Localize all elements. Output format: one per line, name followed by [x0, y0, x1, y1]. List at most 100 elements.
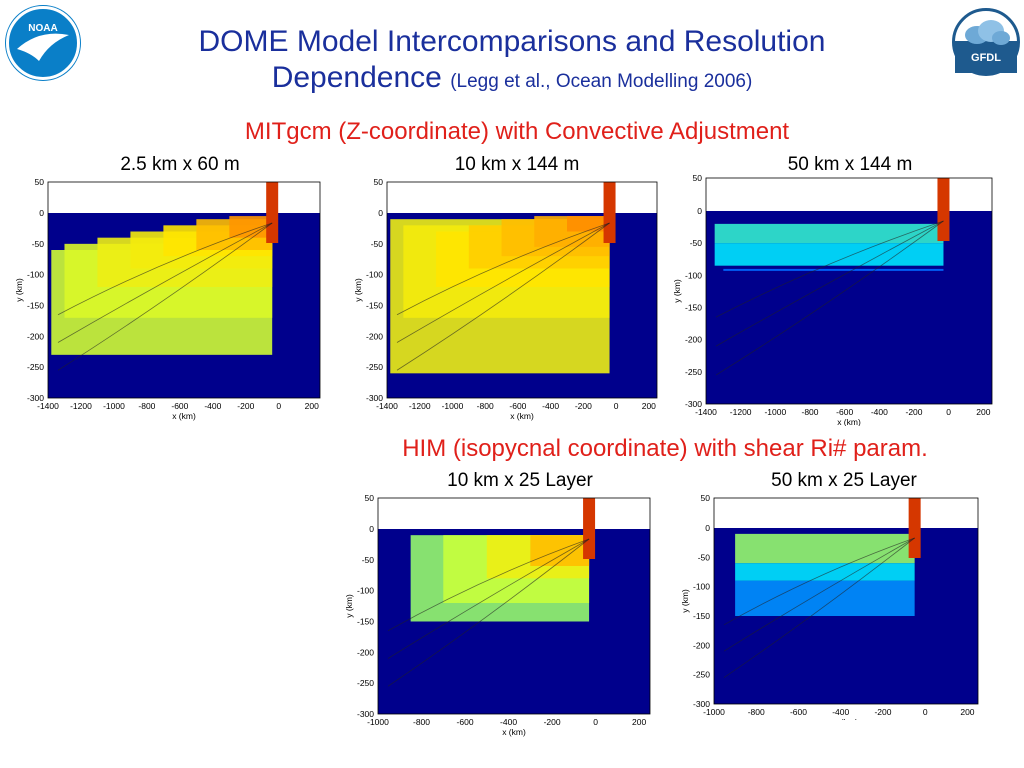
- x-tick-label: -800: [748, 707, 765, 717]
- x-tick-label: -600: [171, 401, 188, 411]
- x-tick-label: -400: [204, 401, 221, 411]
- axes-frame: [713, 497, 979, 705]
- slide-title: DOME Model Intercomparisons and Resoluti…: [120, 24, 904, 100]
- plot-him-10: 50 0 -50 -100 -150 -200 -250 -300 -1000 -800 -600 -…: [330, 488, 656, 744]
- x-tick-label: -800: [413, 717, 430, 727]
- y-axis-label: y (km): [672, 279, 682, 303]
- y-tick-label: -50: [698, 552, 711, 562]
- y-tick-label: -50: [32, 239, 45, 249]
- y-tick-label: -100: [693, 582, 710, 592]
- y-axis-label: y (km): [353, 278, 363, 302]
- plot-area: [378, 498, 650, 714]
- x-tick-label: -400: [871, 407, 888, 417]
- y-tick-label: -150: [693, 611, 710, 621]
- x-tick-label: -1200: [70, 401, 92, 411]
- noaa-logo: NOAA: [6, 6, 80, 80]
- plot-area: [48, 182, 320, 398]
- plot-mit-50: 50 0 -50 -100 -150 -200 -250 -300 -1400 -1200 -100…: [662, 170, 998, 427]
- y-tick-label: -150: [366, 301, 383, 311]
- y-tick-label: -200: [693, 640, 710, 650]
- x-tick-label: 0: [593, 717, 598, 727]
- panel-label-him-10: 10 km x 25 Layer: [447, 470, 593, 491]
- y-tick-label: -200: [685, 335, 702, 345]
- plume-cell: [229, 216, 273, 238]
- y-tick-label: -300: [366, 393, 383, 403]
- y-tick-label: -50: [690, 238, 703, 248]
- gfdl-logo-text: GFDL: [971, 52, 1001, 64]
- plot-mit-10: 50 0 -50 -100 -150 -200 -250 -300 -1400 -1200 -100…: [343, 172, 663, 424]
- plot-svg-mit-25: 50 0 -50 -100 -150 -200 -250 -300-1400 -1200 -100…: [14, 177, 321, 421]
- x-tick-label: -1000: [367, 717, 389, 727]
- y-tick-label: -200: [357, 647, 374, 657]
- axes-frame: [47, 181, 321, 399]
- x-tick-label: 200: [305, 401, 319, 411]
- title-main: DOME Model Intercomparisons and Resoluti…: [198, 25, 826, 94]
- x-tick-label: -1000: [764, 407, 786, 417]
- y-tick-label: 50: [693, 173, 703, 183]
- x-axis-label: x (km): [502, 727, 526, 737]
- plot-area: [714, 498, 978, 704]
- x-tick-label: 0: [923, 707, 928, 717]
- y-tick-label: -100: [27, 270, 44, 280]
- y-tick-label: 50: [35, 177, 45, 187]
- contour-line: [715, 220, 944, 318]
- x-tick-label: -1000: [442, 401, 464, 411]
- y-tick-label: -300: [693, 699, 710, 709]
- y-tick-label: 0: [369, 524, 374, 534]
- x-tick-label: -200: [575, 401, 592, 411]
- axes-frame: [705, 177, 993, 405]
- contour-line: [57, 222, 273, 316]
- x-tick-label: -400: [832, 707, 849, 717]
- y-tick-label: -250: [685, 367, 702, 377]
- axes-frame: [377, 497, 651, 715]
- x-tick-label: -200: [905, 407, 922, 417]
- x-tick-label: 0: [946, 407, 951, 417]
- y-tick-label: -100: [685, 270, 702, 280]
- land-region: [714, 498, 978, 528]
- y-tick-label: -200: [27, 331, 44, 341]
- x-axis-label: x (km): [172, 411, 196, 421]
- y-tick-label: -300: [357, 709, 374, 719]
- y-tick-label: -50: [362, 555, 375, 565]
- source-channel: [908, 498, 921, 558]
- land-region: [387, 182, 657, 213]
- plume-cell: [735, 533, 915, 564]
- x-tick-label: -200: [874, 707, 891, 717]
- x-tick-label: -600: [457, 717, 474, 727]
- plot-mit-25: 50 0 -50 -100 -150 -200 -250 -300 -1400 -1200 -100…: [10, 172, 330, 424]
- x-axis-label: x (km): [510, 411, 534, 421]
- plume-cell: [567, 216, 610, 232]
- contour-line: [396, 222, 610, 343]
- x-tick-label: 200: [632, 717, 646, 727]
- y-tick-label: 0: [378, 208, 383, 218]
- section-him: HIM (isopycnal coordinate) with shear Ri…: [402, 435, 928, 462]
- plot-svg-mit-50: 50 0 -50 -100 -150 -200 -250 -300-1400 -1200 -100…: [672, 173, 993, 427]
- y-tick-label: -300: [27, 393, 44, 403]
- x-tick-label: -1400: [376, 401, 398, 411]
- y-tick-label: -200: [366, 331, 383, 341]
- y-tick-label: 50: [701, 493, 711, 503]
- x-tick-label: -600: [509, 401, 526, 411]
- contour-line: [57, 222, 273, 343]
- x-tick-label: -1000: [103, 401, 125, 411]
- plume-cell: [735, 563, 915, 581]
- x-axis-label: x (km): [834, 717, 858, 720]
- plot-svg-him-50: 50 0 -50 -100 -150 -200 -250 -300-1000 -800 -600 -…: [680, 493, 979, 727]
- contour-line: [715, 220, 944, 376]
- y-axis-label: y (km): [14, 278, 24, 302]
- axes-frame: [386, 181, 658, 399]
- plot-svg-him-10: 50 0 -50 -100 -150 -200 -250 -300-1000 -800 -600 -…: [344, 493, 651, 737]
- plot-svg-mit-10: 50 0 -50 -100 -150 -200 -250 -300-1400 -1200 -100…: [353, 177, 658, 421]
- cloud-icon: GFDL: [955, 20, 1017, 73]
- x-tick-label: -1400: [37, 401, 59, 411]
- y-tick-label: -100: [357, 586, 374, 596]
- contour-line: [387, 538, 590, 687]
- panel-label-him-50: 50 km x 25 Layer: [771, 470, 917, 491]
- y-tick-label: 0: [705, 523, 710, 533]
- y-tick-label: -250: [357, 678, 374, 688]
- x-tick-label: 200: [642, 401, 656, 411]
- y-tick-label: -300: [685, 399, 702, 409]
- plume-cell: [735, 580, 915, 616]
- x-tick-label: -400: [500, 717, 517, 727]
- contour-line: [715, 220, 944, 347]
